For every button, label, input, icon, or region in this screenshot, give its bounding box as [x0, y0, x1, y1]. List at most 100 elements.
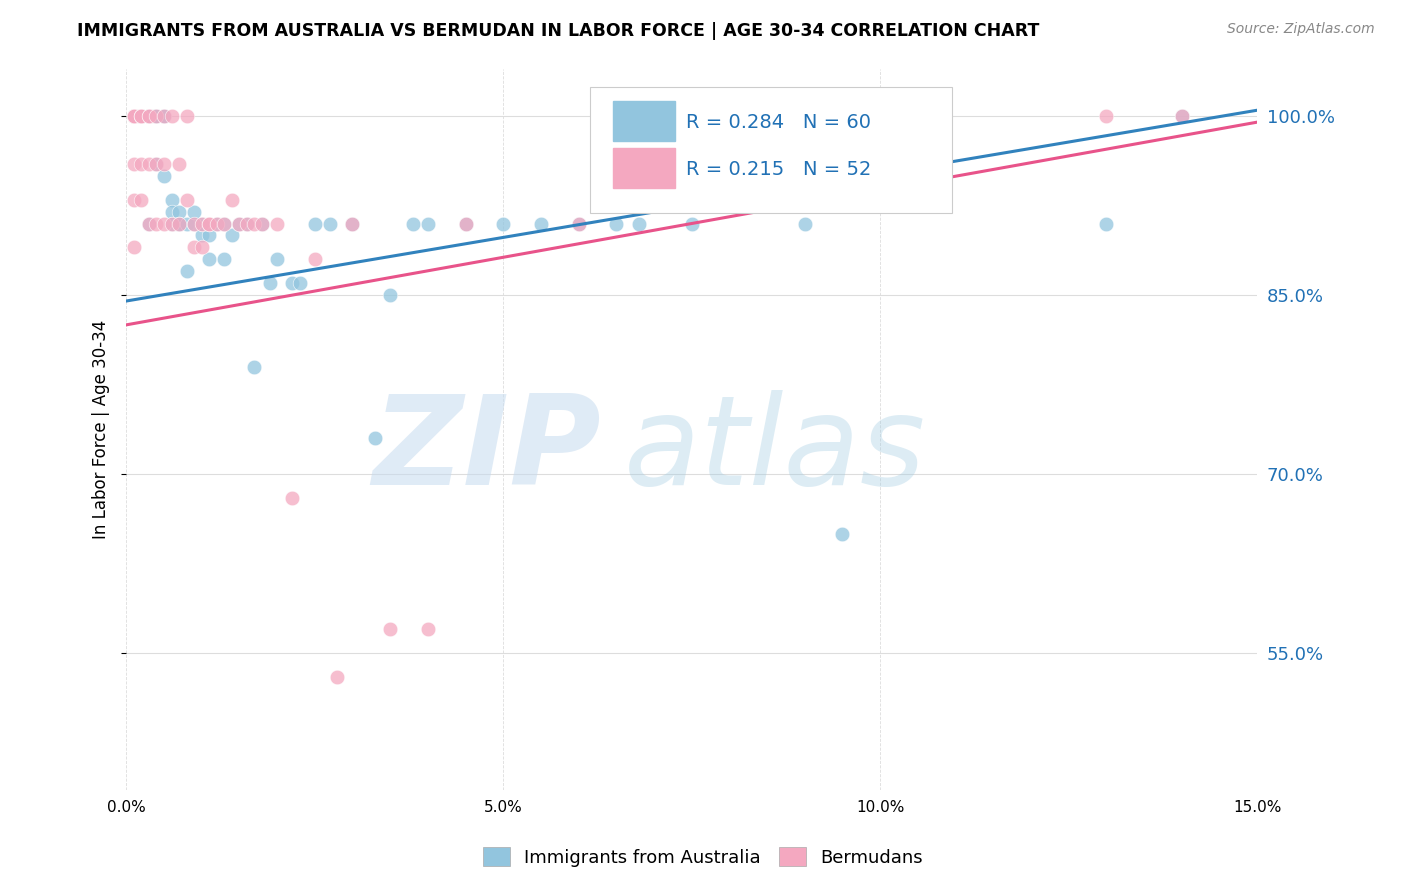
Point [138, 109, 160, 123]
Point [243, 359, 266, 374]
Point [1170, 109, 1192, 123]
Text: R = 0.215   N = 52: R = 0.215 N = 52 [686, 160, 872, 179]
Point [153, 109, 176, 123]
Point [1095, 217, 1118, 231]
Point [160, 109, 183, 123]
Point [145, 157, 167, 171]
Point [1095, 109, 1118, 123]
Point [627, 217, 650, 231]
Text: atlas: atlas [624, 391, 927, 511]
Point [131, 157, 153, 171]
Y-axis label: In Labor Force | Age 30-34: In Labor Force | Age 30-34 [93, 319, 110, 539]
Point [131, 193, 153, 207]
Point [131, 109, 153, 123]
Point [176, 109, 198, 123]
Point [198, 252, 221, 267]
Point [304, 217, 326, 231]
Point [138, 109, 160, 123]
Point [568, 217, 591, 231]
Point [378, 288, 401, 302]
Point [236, 217, 259, 231]
Point [198, 228, 221, 243]
Point [138, 109, 160, 123]
Point [153, 109, 176, 123]
Point [167, 217, 190, 231]
Point [138, 157, 160, 171]
Text: IMMIGRANTS FROM AUSTRALIA VS BERMUDAN IN LABOR FORCE | AGE 30-34 CORRELATION CHA: IMMIGRANTS FROM AUSTRALIA VS BERMUDAN IN… [77, 22, 1039, 40]
Point [145, 109, 167, 123]
Legend: Immigrants from Australia, Bermudans: Immigrants from Australia, Bermudans [475, 840, 931, 874]
Point [167, 204, 190, 219]
Point [131, 109, 153, 123]
Point [198, 217, 221, 231]
Point [131, 109, 153, 123]
Point [167, 217, 190, 231]
Point [243, 217, 266, 231]
Point [568, 217, 591, 231]
Point [378, 622, 401, 636]
Point [122, 109, 145, 123]
Point [214, 217, 236, 231]
Point [342, 217, 364, 231]
Point [122, 109, 145, 123]
Point [153, 217, 176, 231]
Point [138, 109, 160, 123]
Point [167, 217, 190, 231]
Text: ZIP: ZIP [373, 391, 602, 511]
Point [236, 217, 259, 231]
Point [259, 276, 281, 290]
Text: Source: ZipAtlas.com: Source: ZipAtlas.com [1227, 22, 1375, 37]
Point [122, 109, 145, 123]
Point [221, 193, 243, 207]
Point [250, 217, 273, 231]
Point [145, 109, 167, 123]
Point [145, 217, 167, 231]
Point [131, 109, 153, 123]
Point [122, 193, 145, 207]
Point [831, 526, 853, 541]
Point [228, 217, 250, 231]
Point [183, 240, 205, 254]
Point [190, 240, 212, 254]
Point [153, 169, 176, 183]
Point [454, 217, 477, 231]
Point [122, 109, 145, 123]
Point [153, 109, 176, 123]
Point [122, 109, 145, 123]
Point [145, 109, 167, 123]
Point [138, 217, 160, 231]
Point [122, 157, 145, 171]
Point [364, 431, 387, 445]
Point [205, 217, 228, 231]
Point [160, 217, 183, 231]
Point [183, 204, 205, 219]
Point [454, 217, 477, 231]
Point [145, 157, 167, 171]
Point [1170, 109, 1192, 123]
Point [319, 217, 342, 231]
Point [492, 217, 515, 231]
FancyBboxPatch shape [613, 148, 675, 187]
Point [176, 264, 198, 278]
Point [167, 157, 190, 171]
Point [214, 217, 236, 231]
Point [266, 217, 288, 231]
Point [416, 622, 439, 636]
Point [176, 193, 198, 207]
Point [681, 217, 703, 231]
Point [304, 252, 326, 267]
Point [160, 204, 183, 219]
Point [793, 217, 815, 231]
Point [176, 217, 198, 231]
Point [250, 217, 273, 231]
Point [190, 217, 212, 231]
Point [205, 217, 228, 231]
Point [281, 491, 304, 505]
Point [402, 217, 425, 231]
Point [183, 217, 205, 231]
Point [122, 240, 145, 254]
Point [190, 228, 212, 243]
Point [416, 217, 439, 231]
Point [145, 109, 167, 123]
Point [138, 109, 160, 123]
